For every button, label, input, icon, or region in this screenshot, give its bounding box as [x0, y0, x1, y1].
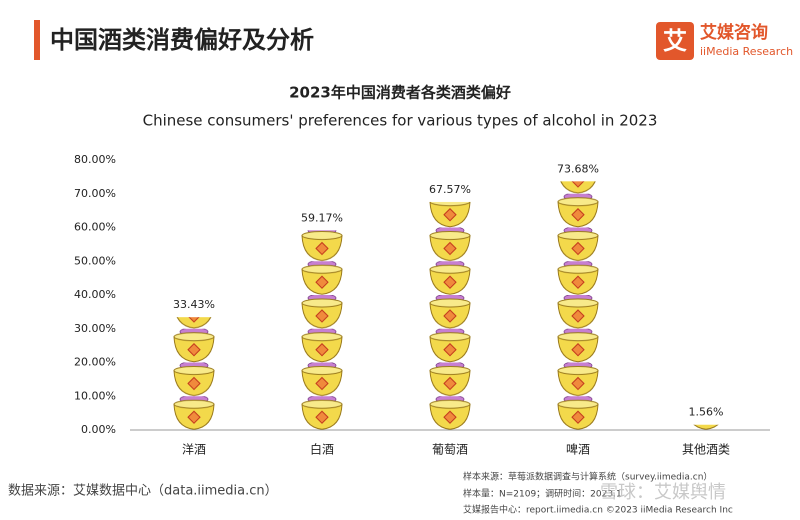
- page-title: 中国酒类消费偏好及分析: [50, 26, 314, 54]
- y-tick-label: 30.00%: [74, 322, 116, 335]
- y-tick-label: 0.00%: [81, 423, 116, 436]
- x-tick-label: 洋酒: [182, 442, 206, 457]
- y-tick-label: 50.00%: [74, 254, 116, 267]
- bar: [427, 201, 473, 430]
- note: 样本量：N=2109；调研时间：2023.1: [463, 488, 622, 500]
- note: 艾媒报告中心：report.iimedia.cn ©2023 iiMedia R…: [463, 504, 733, 516]
- y-tick-label: 60.00%: [74, 221, 116, 234]
- x-tick-label: 葡萄酒: [432, 443, 468, 457]
- source: 数据来源：艾媒数据中心（data.iimedia.cn）: [8, 484, 278, 499]
- y-tick-label: 40.00%: [74, 288, 116, 301]
- bar: [171, 317, 217, 430]
- value-label: 59.17%: [301, 211, 343, 224]
- watermark: 雪球：艾媒舆情: [600, 482, 726, 503]
- note: 样本来源：草莓派数据调查与计算系统（survey.iimedia.cn）: [463, 471, 712, 483]
- y-tick-label: 20.00%: [74, 356, 116, 369]
- logo-glyph: 艾: [663, 27, 687, 55]
- y-tick-label: 10.00%: [74, 389, 116, 402]
- bar: [683, 424, 729, 430]
- y-tick-label: 80.00%: [74, 153, 116, 166]
- title-accent: [34, 20, 40, 60]
- bar: [555, 181, 601, 430]
- logo-text: 艾媒咨询: [700, 22, 768, 43]
- logo-subtext: iiMedia Research: [700, 45, 793, 58]
- x-tick-label: 啤酒: [566, 442, 590, 457]
- logo-mark: [656, 22, 694, 60]
- x-tick-label: 其他酒类: [682, 443, 730, 457]
- x-tick-label: 白酒: [310, 442, 334, 457]
- value-label: 73.68%: [557, 162, 599, 175]
- y-tick-label: 70.00%: [74, 187, 116, 200]
- value-label: 1.56%: [689, 406, 724, 419]
- bar: [299, 230, 345, 430]
- value-label: 67.57%: [429, 183, 471, 196]
- chart-subtitle: Chinese consumers' preferences for vario…: [143, 112, 658, 130]
- value-label: 33.43%: [173, 298, 215, 311]
- chart-title: 2023年中国消费者各类酒类偏好: [289, 84, 511, 102]
